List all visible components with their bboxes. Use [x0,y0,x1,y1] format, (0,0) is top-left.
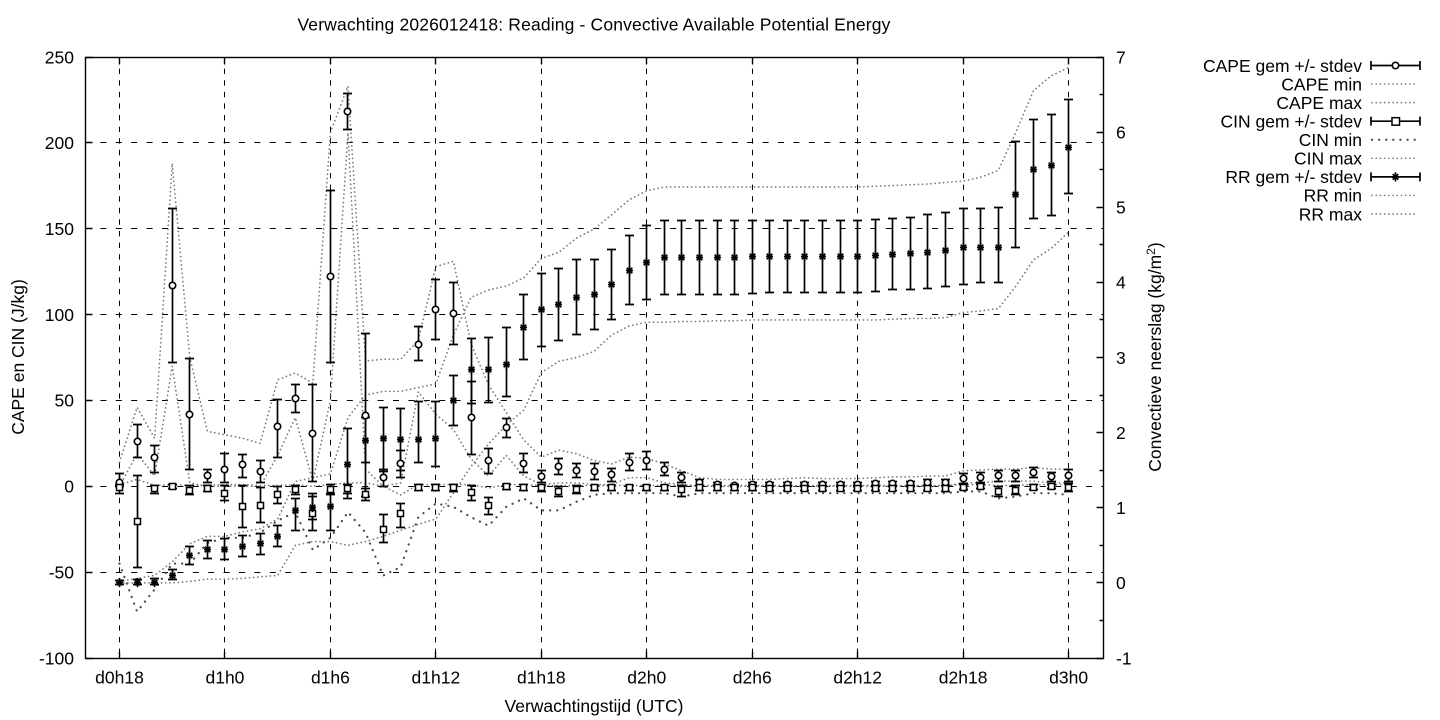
svg-text:RR gem +/- stdev: RR gem +/- stdev [1225,167,1362,187]
svg-text:4: 4 [1116,273,1126,293]
svg-text:6: 6 [1116,122,1126,142]
svg-text:d1h18: d1h18 [517,668,566,688]
svg-text:Verwachting 2026012418: Readin: Verwachting 2026012418: Reading - Convec… [297,15,890,35]
svg-text:-50: -50 [49,562,75,582]
svg-text:250: 250 [45,47,74,67]
svg-text:CAPE en CIN (J/kg): CAPE en CIN (J/kg) [8,279,28,435]
svg-text:d2h12: d2h12 [833,668,882,688]
svg-text:1: 1 [1116,498,1126,518]
svg-text:CAPE gem +/- stdev: CAPE gem +/- stdev [1203,56,1362,76]
svg-text:200: 200 [45,133,74,153]
svg-text:-1: -1 [1116,648,1132,668]
svg-text:2: 2 [1116,423,1126,443]
svg-text:d2h0: d2h0 [627,668,666,688]
svg-text:50: 50 [55,391,75,411]
svg-text:RR max: RR max [1299,204,1362,224]
svg-text:CAPE max: CAPE max [1276,93,1362,113]
svg-text:d3h0: d3h0 [1049,668,1088,688]
svg-text:d2h18: d2h18 [939,668,988,688]
svg-text:100: 100 [45,305,74,325]
svg-text:5: 5 [1116,198,1126,218]
svg-text:3: 3 [1116,348,1126,368]
svg-text:CAPE min: CAPE min [1281,74,1362,94]
svg-text:d2h6: d2h6 [733,668,772,688]
svg-text:d0h18: d0h18 [95,668,144,688]
svg-text:CIN gem +/- stdev: CIN gem +/- stdev [1220,111,1362,131]
svg-text:CIN min: CIN min [1299,130,1362,150]
svg-text:-100: -100 [39,648,74,668]
svg-text:150: 150 [45,219,74,239]
svg-text:d1h12: d1h12 [412,668,461,688]
svg-text:d1h6: d1h6 [311,668,350,688]
svg-text:CIN max: CIN max [1294,149,1362,169]
svg-text:d1h0: d1h0 [205,668,244,688]
svg-text:Convectieve neerslag (kg/m2): Convectieve neerslag (kg/m2) [1144,242,1165,471]
svg-text:Verwachtingstijd (UTC): Verwachtingstijd (UTC) [505,696,684,716]
svg-text:0: 0 [1116,573,1126,593]
svg-text:0: 0 [64,477,74,497]
svg-text:7: 7 [1116,47,1126,67]
svg-text:RR min: RR min [1304,186,1362,206]
